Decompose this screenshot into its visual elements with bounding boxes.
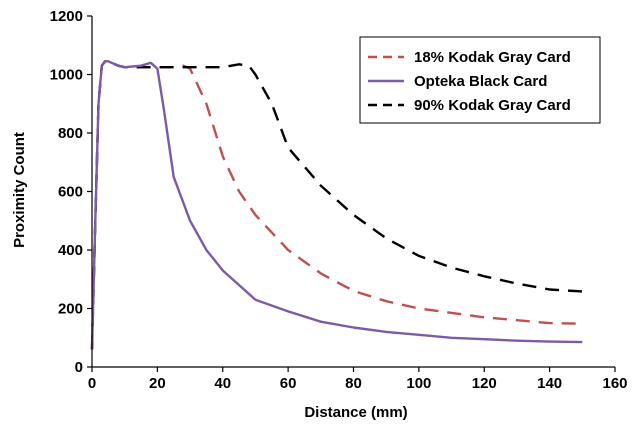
x-tick-label: 20 [149, 375, 166, 392]
x-tick-label: 100 [406, 375, 431, 392]
y-tick-label: 1200 [50, 8, 83, 25]
x-tick-label: 160 [602, 375, 627, 392]
y-tick-label: 200 [58, 301, 83, 318]
y-tick-label: 800 [58, 125, 83, 142]
legend-label: Opteka Black Card [414, 73, 547, 90]
legend: 18% Kodak Gray Card Opteka Black Card 90% … [359, 36, 601, 124]
y-tick-label: 600 [58, 184, 83, 201]
series-line-0 [90, 60, 583, 350]
legend-label: 18% Kodak Gray Card [414, 49, 571, 66]
x-tick-label: 0 [88, 375, 96, 392]
x-tick-label: 140 [537, 375, 562, 392]
y-axis-label: Proximity Count [11, 132, 28, 248]
plot-area [90, 60, 583, 350]
axes: 0 200 400 600 800 1000 1200 0 20 40 60 80 100 120 140 1… [50, 8, 628, 392]
x-tick-label: 60 [280, 375, 297, 392]
y-tick-label: 1000 [50, 67, 83, 84]
series-line-1 [90, 60, 583, 350]
y-tick-label: 400 [58, 242, 83, 259]
x-axis-label: Distance (mm) [304, 404, 407, 421]
x-tick-label: 80 [345, 375, 362, 392]
x-tick-label: 120 [472, 375, 497, 392]
legend-label: 90% Kodak Gray Card [414, 97, 571, 114]
x-tick-label: 40 [214, 375, 231, 392]
y-tick-label: 0 [75, 359, 83, 376]
